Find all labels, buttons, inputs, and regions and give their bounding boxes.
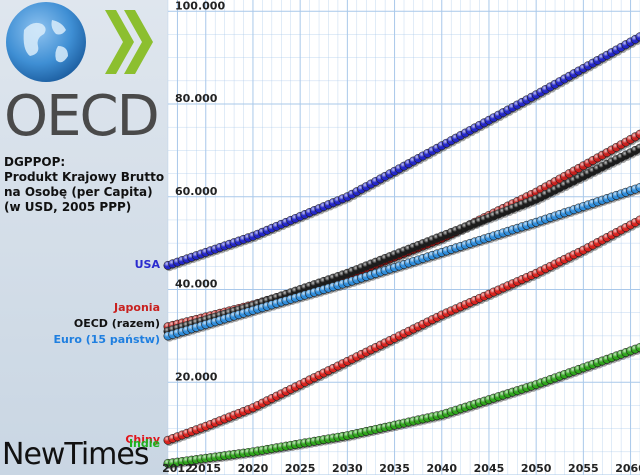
x-tick-label: 2020 [238,462,269,475]
series-label: Japonia [114,300,160,314]
data-point-highlight [635,343,640,352]
series-label: Euro (15 państw) [53,332,160,346]
data-point-highlight [635,215,640,225]
series-chiny [163,215,640,447]
chevron-icon [124,10,153,74]
title-line: (w USD, 2005 PPP) [4,200,132,214]
title-line: DGPPOP: [4,155,66,169]
globe-continent [51,20,68,63]
left-panel [0,0,168,475]
title-line: na Osobę (per Capita) [4,185,153,199]
x-tick-label: 2055 [568,462,599,475]
x-tick-label: 2060 [615,462,640,475]
title-line: Produkt Krajowy Brutto [4,170,165,184]
logo-text: OECD [4,84,160,149]
x-tick-label: 2045 [474,462,505,475]
grid [167,0,640,475]
series-euro-15-pa-stw- [163,182,640,342]
series-layer [163,32,640,470]
x-tick-label: 2035 [379,462,410,475]
y-tick-label: 60.000 [175,185,218,198]
data-point-highlight [635,129,640,139]
data-point-highlight [635,32,640,41]
series-label: OECD (razem) [73,316,160,330]
series-label: Chiny [125,433,160,447]
data-point-highlight [635,183,640,192]
y-axis-ticks: 20.000 40.000 60.000 80.000 100.000 [175,0,225,383]
globe-icon [6,2,86,82]
series-label: USA [134,258,160,272]
chart-title: DGPPOP: Produkt Krajowy Brutto na Osobę … [4,155,164,215]
series-indie [163,342,640,470]
watermark: NewTimes [2,437,149,472]
data-point-highlight [635,143,640,153]
oecd-logo [6,2,153,82]
x-tick-label: 2012 [162,462,193,475]
y-tick-label: 20.000 [175,370,218,383]
globe-continent [23,22,46,56]
series-usa [163,32,640,272]
chevron-icon [105,10,134,74]
y-tick-label: 80.000 [175,92,218,105]
series-label: Indie [128,437,160,450]
x-tick-label: 2015 [190,462,221,475]
x-tick-label: 2030 [332,462,363,475]
x-tick-label: 2040 [426,462,457,475]
x-tick-label: 2050 [521,462,552,475]
x-tick-label: 2025 [285,462,316,475]
y-tick-label: 40.000 [175,278,218,291]
y-tick-label: 100.000 [175,0,225,12]
